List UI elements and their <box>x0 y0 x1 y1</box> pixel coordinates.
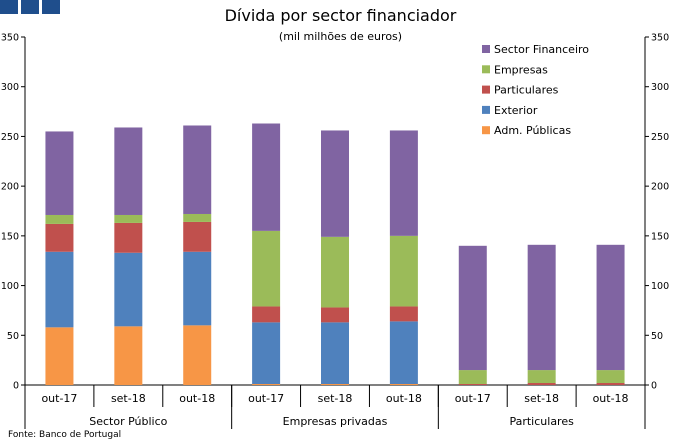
x-tick-label: out-17 <box>455 392 491 405</box>
y-tick-label-left: 0 <box>13 381 19 392</box>
legend-label: Empresas <box>494 63 548 76</box>
group-label: Empresas privadas <box>283 415 388 428</box>
x-tick-label: set-18 <box>318 392 353 405</box>
bar-segment <box>389 321 418 385</box>
y-tick-label-left: 200 <box>1 182 19 193</box>
bar-segment <box>389 130 418 236</box>
header-squares <box>0 0 60 14</box>
x-tick-label: out-18 <box>386 392 422 405</box>
y-tick-label-right: 50 <box>651 331 663 342</box>
bar-segment <box>114 252 143 327</box>
legend-label: Adm. Públicas <box>494 124 571 137</box>
bar-segment <box>321 307 349 323</box>
bar-segment <box>527 383 556 385</box>
legend-swatch <box>482 85 490 94</box>
y-tick-label-right: 350 <box>651 33 669 44</box>
y-tick-label-left: 50 <box>7 331 19 342</box>
chart-title: Dívida por sector financiador <box>224 6 457 25</box>
x-tick-label: set-18 <box>524 392 559 405</box>
bar-segment <box>45 223 74 252</box>
x-tick-label: out-17 <box>41 392 77 405</box>
legend-label: Sector Financeiro <box>494 43 589 56</box>
y-tick-label-right: 300 <box>651 82 669 93</box>
header-square <box>42 0 60 14</box>
legend-swatch <box>482 65 490 74</box>
header-square <box>21 0 39 14</box>
legend-swatch <box>482 126 490 135</box>
group-label: Sector Público <box>89 415 167 428</box>
bar-segment <box>114 222 143 253</box>
bar-segment <box>321 130 349 237</box>
y-tick-label-left: 150 <box>1 231 19 242</box>
bar-segment <box>596 383 625 385</box>
y-tick-label-left: 250 <box>1 132 19 143</box>
header-square <box>0 0 18 14</box>
x-tick-label: set-18 <box>111 392 146 405</box>
y-tick-label-left: 100 <box>1 281 19 292</box>
bar-segment <box>389 384 418 385</box>
legend-swatch <box>482 45 490 53</box>
y-tick-label-right: 250 <box>651 132 669 143</box>
bar-segment <box>458 384 487 385</box>
bar-segment <box>45 251 74 328</box>
bar-segment <box>183 213 212 222</box>
bar-segment <box>45 131 74 215</box>
bar-segment <box>527 370 556 384</box>
legend-label: Particulares <box>494 84 559 97</box>
bar-segment <box>114 127 143 215</box>
bar-segment <box>114 214 143 223</box>
bar-segment <box>45 327 74 385</box>
legend-label: Exterior <box>494 104 538 117</box>
y-tick-label-right: 150 <box>651 231 669 242</box>
bar-segment <box>45 214 74 224</box>
x-tick-label: out-18 <box>179 392 215 405</box>
y-tick-label-right: 200 <box>651 182 669 193</box>
bar-segment <box>252 230 281 307</box>
x-tick-label: out-18 <box>593 392 629 405</box>
chart-subtitle: (mil milhões de euros) <box>278 30 403 43</box>
bar-segment <box>321 384 349 385</box>
y-tick-label-left: 350 <box>1 33 19 44</box>
bar-segment <box>252 123 281 231</box>
y-tick-label-right: 100 <box>651 281 669 292</box>
bar-segment <box>183 251 212 326</box>
bar-segment <box>114 326 143 385</box>
bar-segment <box>527 244 556 371</box>
bar-segment <box>252 322 281 385</box>
y-tick-label-left: 300 <box>1 82 19 93</box>
bar-segment <box>458 245 487 371</box>
bar-segment <box>596 244 625 371</box>
chart-source: Fonte: Banco de Portugal <box>8 430 122 440</box>
bar-segment <box>458 370 487 385</box>
bar-segment <box>252 384 281 385</box>
x-tick-label: out-17 <box>248 392 284 405</box>
bar-segment <box>389 235 418 307</box>
group-label: Particulares <box>509 415 574 428</box>
bar-segment <box>183 325 212 385</box>
bar-segment <box>389 306 418 322</box>
bar-segment <box>321 236 349 308</box>
bar-segment <box>183 125 212 214</box>
bar-segment <box>321 322 349 385</box>
bar-segment <box>596 370 625 384</box>
bar-segment <box>183 221 212 252</box>
y-tick-label-right: 0 <box>651 381 657 392</box>
legend-swatch <box>482 105 490 114</box>
bar-segment <box>252 306 281 323</box>
